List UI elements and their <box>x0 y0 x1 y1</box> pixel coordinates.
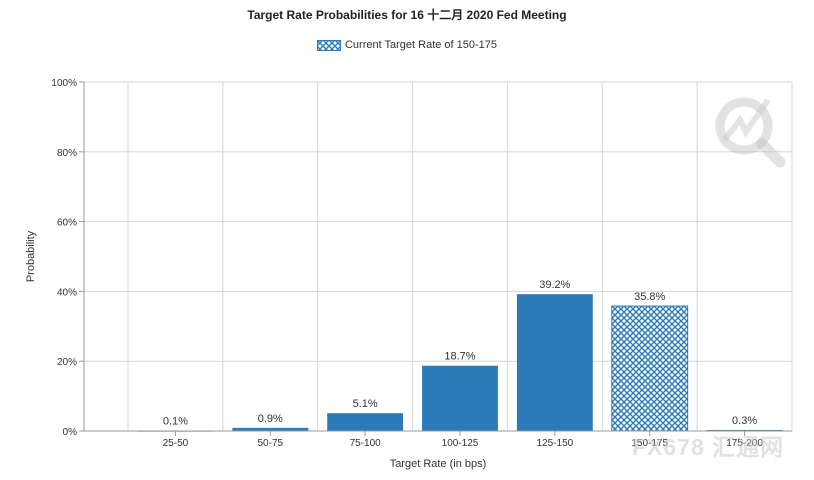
data-label: 35.8% <box>634 291 665 303</box>
data-label: 0.1% <box>163 416 188 428</box>
bar-50-75 <box>232 427 309 431</box>
legend-swatch <box>316 39 341 51</box>
x-tick-label: 50-75 <box>257 438 283 449</box>
y-tick-label: 40% <box>57 287 77 298</box>
bar-175-200 <box>706 429 783 431</box>
y-tick-label: 60% <box>57 218 77 229</box>
x-tick-label: 100-125 <box>442 438 479 449</box>
y-tick-label: 20% <box>57 357 77 368</box>
y-tick-label: 100% <box>51 78 77 89</box>
data-labels-group: 0.1% 0.9% 5.1% 18.7% 39.2% 35.8% 0.3% <box>163 279 757 427</box>
data-label: 0.3% <box>732 415 757 427</box>
x-tick-label: 150-175 <box>631 438 668 449</box>
axes-group: 0% 20% 40% 60% 80% 100% 25-50 50-75 75-100 100-12… <box>25 78 792 470</box>
x-tick-label: 25-50 <box>163 438 189 449</box>
x-tick-label: 175-200 <box>726 438 763 449</box>
legend-label: Current Target Rate of 150-175 <box>344 39 498 51</box>
chart-title: Target Rate Probabilities for 16 十二月 202… <box>247 8 567 22</box>
y-tick-label: 0% <box>63 427 78 438</box>
magnifier-logo-icon <box>715 97 786 168</box>
legend[interactable]: Current Target Rate of 150-175 <box>0 39 814 54</box>
data-label: 5.1% <box>353 398 378 410</box>
data-label: 18.7% <box>444 351 475 363</box>
bar-75-100 <box>327 413 404 431</box>
y-axis-title: Probability <box>25 230 37 282</box>
y-tick-label: 80% <box>57 148 77 159</box>
x-tick-label: 125-150 <box>537 438 574 449</box>
bar-100-125 <box>422 365 498 431</box>
x-tick-label: 75-100 <box>350 438 382 449</box>
bars-group <box>137 294 783 432</box>
gridlines <box>84 81 793 432</box>
data-label: 39.2% <box>539 279 570 291</box>
bar-125-150 <box>516 294 593 431</box>
bar-150-175 <box>611 305 689 432</box>
watermark-text: FX678 汇通网 <box>632 434 785 460</box>
x-axis-title: Target Rate (in bps) <box>390 458 487 470</box>
data-label: 0.9% <box>258 413 283 425</box>
